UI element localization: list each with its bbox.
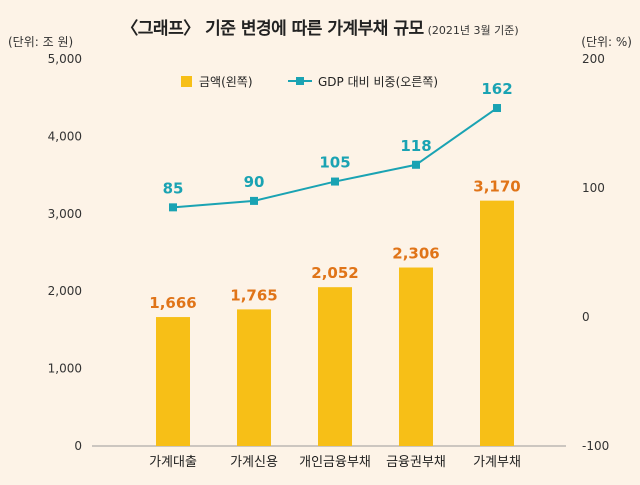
left-axis-tick-label: 2,000 — [48, 284, 82, 298]
bar — [237, 309, 271, 446]
left-axis-tick-label: 4,000 — [48, 129, 82, 143]
left-axis-tick-label: 3,000 — [48, 207, 82, 221]
left-axis-tick-label: 1,000 — [48, 362, 82, 376]
left-axis-unit: (단위: 조 원) — [8, 35, 74, 49]
legend-bar-swatch — [181, 76, 192, 87]
bar-data-label: 1,765 — [230, 286, 277, 304]
legend-bar-label: 금액(왼쪽) — [199, 75, 253, 89]
legend-line-label: GDP 대비 비중(오른쪽) — [318, 75, 438, 89]
legend-line-marker — [296, 77, 304, 85]
bar — [318, 287, 352, 446]
line-point — [250, 196, 258, 205]
line-data-label: 85 — [163, 179, 184, 197]
line-point — [493, 104, 501, 113]
category-label: 개인금융부채 — [299, 455, 371, 470]
right-axis-unit: (단위: %) — [581, 35, 632, 49]
right-axis-tick-label: -100 — [582, 439, 609, 453]
bar — [156, 317, 190, 446]
bar-data-label: 3,170 — [473, 178, 520, 196]
category-label: 금융권부채 — [386, 455, 446, 470]
bar-data-label: 2,052 — [311, 264, 358, 282]
chart-title: 〈그래프〉 기준 변경에 따른 가계부채 규모 (2021년 3월 기준) — [0, 14, 640, 39]
category-label: 가계부채 — [473, 455, 521, 470]
line-data-label: 118 — [400, 137, 431, 155]
bar-data-label: 1,666 — [149, 294, 196, 312]
bar — [399, 267, 433, 446]
line-data-label: 105 — [319, 154, 350, 172]
bar-data-label: 2,306 — [392, 245, 439, 263]
chart-title-sub: (2021년 3월 기준) — [427, 24, 519, 37]
line-data-label: 90 — [244, 173, 265, 191]
bar — [480, 200, 514, 446]
line-point — [412, 160, 420, 169]
left-axis-tick-label: 5,000 — [48, 52, 82, 66]
line-data-label: 162 — [481, 80, 512, 98]
category-label: 가계신용 — [230, 455, 278, 470]
line-point — [331, 177, 339, 186]
left-axis-tick-label: 0 — [74, 439, 82, 453]
right-axis-tick-label: 0 — [582, 310, 590, 324]
right-axis-tick-label: 200 — [582, 52, 605, 66]
right-axis-tick-label: 100 — [582, 181, 605, 195]
chart-title-main: 〈그래프〉 기준 변경에 따른 가계부채 규모 — [121, 19, 424, 39]
line-point — [169, 203, 177, 212]
category-label: 가계대출 — [149, 455, 197, 470]
